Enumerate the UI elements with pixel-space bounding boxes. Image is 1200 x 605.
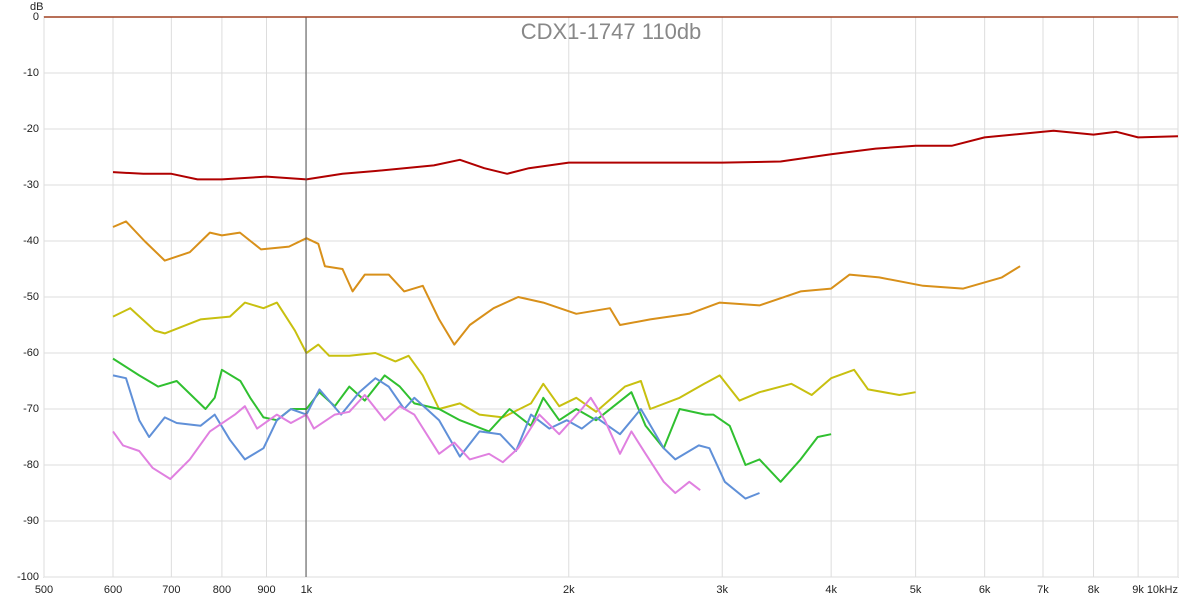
series-line <box>112 220 1021 346</box>
x-tick-label: 3k <box>716 584 728 596</box>
series-line <box>112 374 760 500</box>
y-tick-label: -70 <box>23 403 39 415</box>
y-tick-label: -20 <box>23 123 39 135</box>
series-group <box>112 129 1179 500</box>
y-tick-label: -100 <box>17 571 39 583</box>
y-tick-label: -50 <box>23 291 39 303</box>
x-tick-label: 2k <box>563 584 575 596</box>
y-tick-label: -30 <box>23 179 39 191</box>
x-tick-label: 10kHz <box>1147 584 1178 596</box>
x-tick-label: 500 <box>35 584 53 596</box>
y-tick-label: -40 <box>23 235 39 247</box>
x-tick-label: 7k <box>1037 584 1049 596</box>
x-tick-label: 1k <box>301 584 313 596</box>
chart-title: CDX1-1747 110db <box>521 19 702 44</box>
y-tick-label: -10 <box>23 67 39 79</box>
x-tick-label: 700 <box>162 584 180 596</box>
x-tick-label: 8k <box>1088 584 1100 596</box>
x-tick-label: 6k <box>979 584 991 596</box>
x-tick-label: 600 <box>104 584 122 596</box>
series-line <box>112 394 701 494</box>
x-tick-label: 4k <box>825 584 837 596</box>
x-tick-label: 9k <box>1132 584 1144 596</box>
series-line <box>112 301 916 419</box>
y-tick-label: -90 <box>23 515 39 527</box>
series-line <box>112 129 1179 181</box>
y-tick-label: -80 <box>23 459 39 471</box>
y-axis-label: dB <box>30 1 43 13</box>
y-tick-label: -60 <box>23 347 39 359</box>
x-tick-label: 900 <box>257 584 275 596</box>
x-tick-label: 800 <box>213 584 231 596</box>
series-line <box>112 357 832 483</box>
y-tick-label: 0 <box>33 11 39 23</box>
x-tick-label: 5k <box>910 584 922 596</box>
